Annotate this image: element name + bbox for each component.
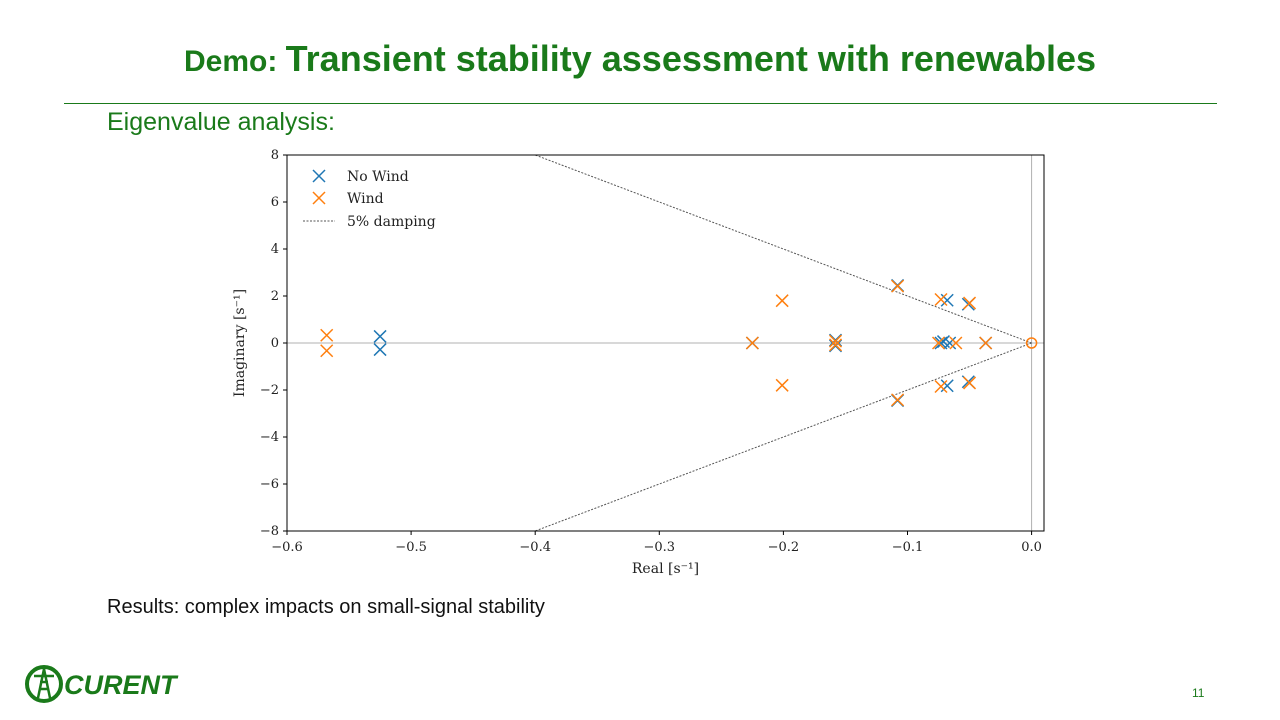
y-tick-label: 6 bbox=[271, 195, 279, 210]
x-axis-label: Real [s⁻¹] bbox=[632, 561, 699, 577]
wind-point bbox=[828, 338, 843, 352]
legend-wind-marker bbox=[312, 191, 326, 205]
origin-circle-marker bbox=[1025, 337, 1038, 349]
no-wind-point bbox=[373, 343, 387, 357]
x-tick-label: −0.5 bbox=[395, 540, 427, 555]
x-tick-label: −0.6 bbox=[271, 540, 303, 555]
wind-point bbox=[963, 376, 977, 390]
wind-point bbox=[320, 328, 334, 342]
y-tick-label: 4 bbox=[271, 242, 279, 257]
wind-point bbox=[775, 378, 789, 392]
slide-title-main: Transient stability assessment with rene… bbox=[285, 38, 1096, 79]
x-tick-label: −0.4 bbox=[519, 540, 551, 555]
no-wind-point bbox=[940, 293, 954, 307]
damping-line-1 bbox=[535, 154, 1032, 344]
wind-point bbox=[963, 296, 977, 310]
slide-title-prefix: Demo: bbox=[183, 45, 286, 78]
y-tick-label: 2 bbox=[271, 289, 279, 304]
y-tick-label: −8 bbox=[260, 524, 279, 539]
wind-point bbox=[891, 279, 905, 293]
wind-point bbox=[828, 334, 843, 348]
page-number: 11 bbox=[1192, 686, 1205, 700]
wind-point bbox=[775, 294, 789, 308]
y-tick-label: −6 bbox=[260, 477, 279, 492]
y-tick-label: 8 bbox=[271, 148, 279, 163]
curent-logo: CURENT bbox=[25, 665, 179, 703]
wind-point bbox=[949, 336, 963, 350]
y-tick-label: −4 bbox=[260, 430, 279, 445]
legend-wind-label: Wind bbox=[347, 191, 384, 207]
y-tick-label: 0 bbox=[271, 336, 279, 351]
legend-no-wind-label: No Wind bbox=[347, 169, 409, 185]
wind-point bbox=[745, 336, 759, 350]
damping-line-2 bbox=[535, 342, 1032, 532]
wind-point bbox=[931, 336, 946, 350]
slide-title: Demo: Transient stability assessment wit… bbox=[0, 38, 1280, 80]
y-tick-label: −2 bbox=[260, 383, 279, 398]
y-axis-label: Imaginary [s⁻¹] bbox=[232, 289, 248, 397]
slide-subtitle: Eigenvalue analysis: bbox=[107, 108, 335, 136]
wind-point bbox=[934, 379, 948, 394]
wind-point bbox=[891, 393, 905, 407]
x-tick-label: 0.0 bbox=[1021, 540, 1042, 555]
x-tick-label: −0.2 bbox=[768, 540, 800, 555]
wind-point bbox=[934, 292, 948, 307]
results-text: Results: complex impacts on small-signal… bbox=[107, 596, 545, 618]
legend-damping-label: 5% damping bbox=[347, 214, 436, 230]
no-wind-point bbox=[943, 336, 957, 350]
no-wind-point bbox=[373, 329, 387, 343]
no-wind-point bbox=[940, 379, 954, 393]
x-tick-label: −0.3 bbox=[644, 540, 676, 555]
wind-point bbox=[979, 336, 993, 350]
logo-text: CURENT bbox=[64, 670, 179, 700]
x-tick-label: −0.1 bbox=[892, 540, 924, 555]
legend-no-wind-marker bbox=[312, 169, 326, 183]
wind-point bbox=[320, 344, 334, 358]
title-divider bbox=[64, 103, 1217, 104]
